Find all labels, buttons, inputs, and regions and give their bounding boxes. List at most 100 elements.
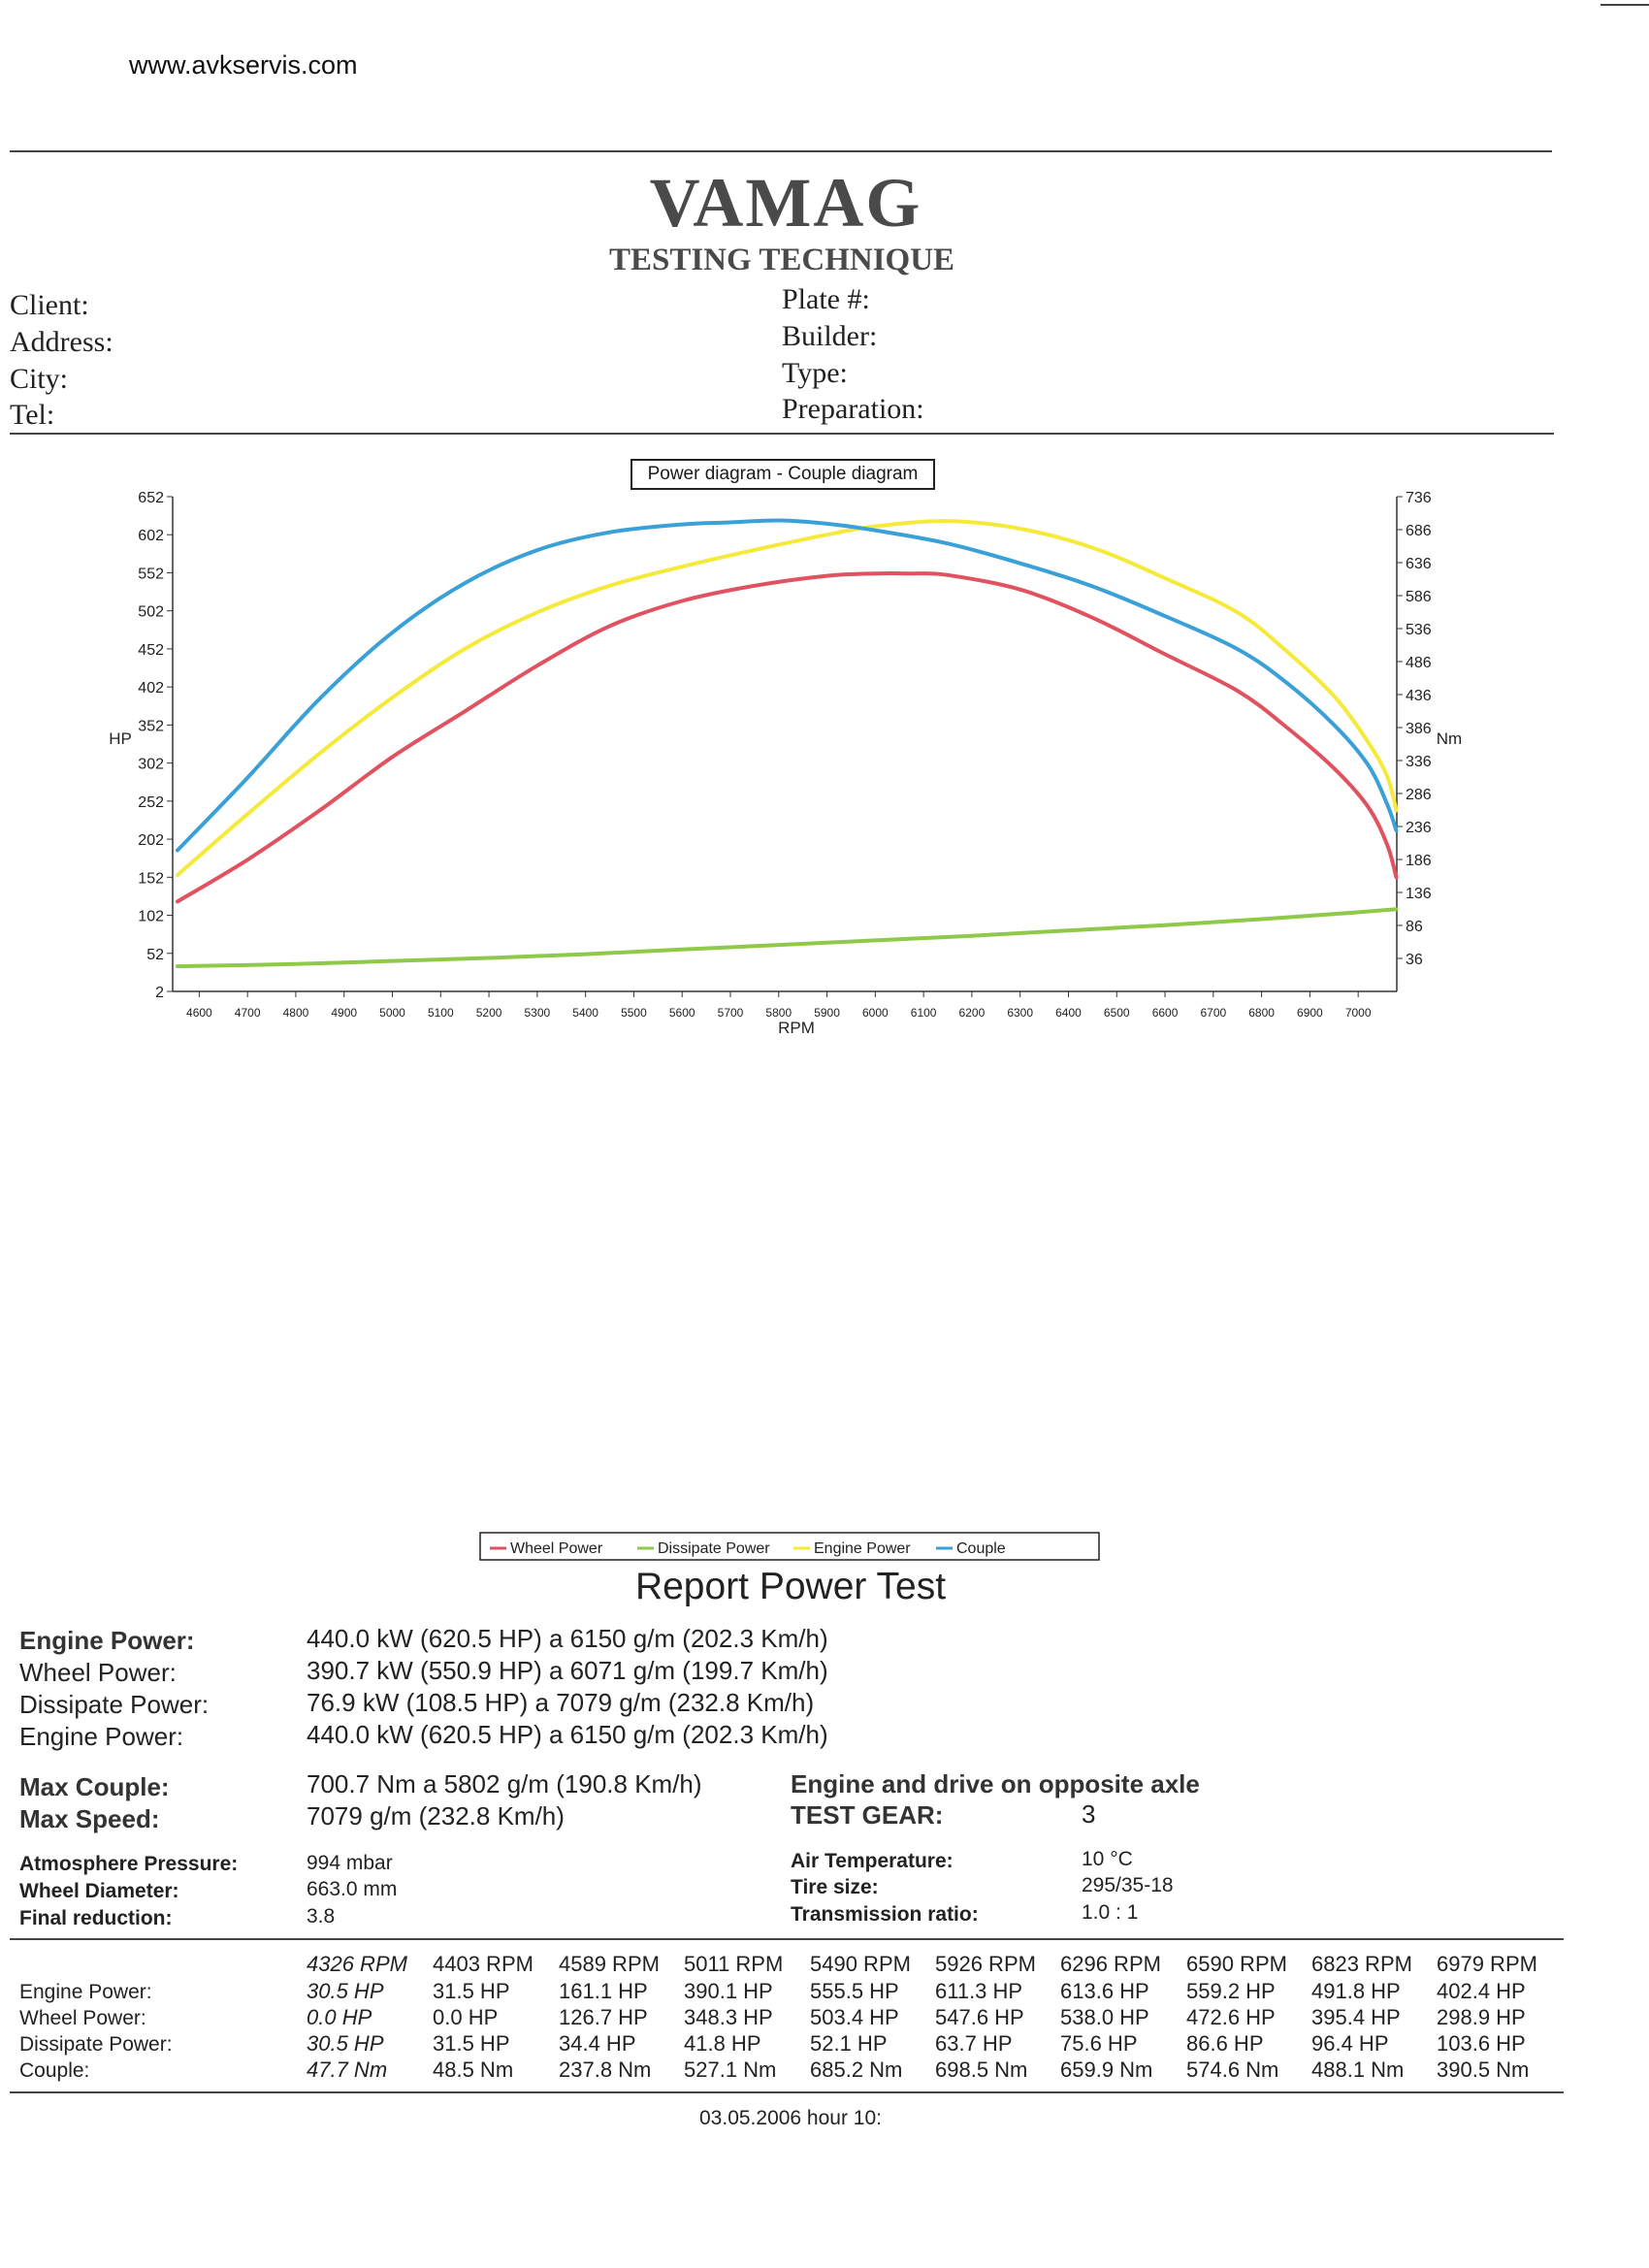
series-line-wheel-power bbox=[176, 571, 1399, 904]
table-cell-engine: 491.8 HP bbox=[1311, 1979, 1401, 2003]
right-tick-label: 86 bbox=[1406, 919, 1423, 935]
summary-value-engine-power-2: 440.0 kW (620.5 HP) a 6150 g/m (202.3 Km… bbox=[307, 1720, 828, 1749]
series-line-dissipate-power bbox=[176, 907, 1399, 969]
right-tick-label: 736 bbox=[1406, 490, 1432, 506]
right-tick-label: 636 bbox=[1406, 556, 1432, 572]
x-tick-label: 5800 bbox=[765, 1006, 792, 1020]
left-tick-label: 502 bbox=[138, 604, 164, 621]
test-gear-value: 3 bbox=[1082, 1799, 1096, 1829]
right-tick-label: 186 bbox=[1406, 853, 1432, 869]
client-divider bbox=[10, 433, 1554, 435]
table-cell-rpm: 6979 RPM bbox=[1437, 1952, 1537, 1976]
x-tick-label: 6700 bbox=[1200, 1006, 1226, 1020]
x-tick-label: 5400 bbox=[572, 1006, 598, 1020]
right-tick-label: 136 bbox=[1406, 886, 1432, 902]
left-tick-label: 452 bbox=[138, 642, 164, 659]
table-cell-couple: 527.1 Nm bbox=[684, 2057, 777, 2082]
table-cell-engine: 30.5 HP bbox=[307, 1979, 384, 2003]
transmission-value: 1.0 : 1 bbox=[1082, 1901, 1139, 1924]
right-tick-label: 486 bbox=[1406, 655, 1432, 671]
table-cell-rpm: 5490 RPM bbox=[810, 1952, 911, 1976]
table-cell-dissipate: 96.4 HP bbox=[1311, 2031, 1389, 2056]
table-cell-dissipate: 52.1 HP bbox=[810, 2031, 888, 2056]
y-axis-label-left: HP bbox=[109, 729, 132, 748]
chart-title: Power diagram - Couple diagram bbox=[630, 459, 935, 490]
row-label-wheel-power: Wheel Power: bbox=[19, 2007, 146, 2029]
table-cell-wheel: 538.0 HP bbox=[1060, 2005, 1149, 2029]
final-reduction-label: Final reduction: bbox=[19, 1907, 173, 1929]
table-cell-wheel: 472.6 HP bbox=[1186, 2005, 1276, 2029]
summary-value-engine-power: 440.0 kW (620.5 HP) a 6150 g/m (202.3 Km… bbox=[307, 1624, 828, 1653]
table-cell-engine: 559.2 HP bbox=[1186, 1979, 1276, 2003]
left-tick-label: 152 bbox=[138, 870, 164, 887]
legend-box bbox=[479, 1532, 1100, 1561]
summary-value-wheel-power: 390.7 kW (550.9 HP) a 6071 g/m (199.7 Km… bbox=[307, 1656, 828, 1685]
atmosphere-label: Atmosphere Pressure: bbox=[19, 1853, 239, 1875]
preparation-label: Preparation: bbox=[782, 393, 924, 425]
table-cell-wheel: 0.0 HP bbox=[433, 2005, 499, 2029]
left-tick-label: 352 bbox=[138, 718, 164, 734]
left-tick-label: 102 bbox=[138, 909, 164, 925]
table-cell-wheel: 547.6 HP bbox=[935, 2005, 1024, 2029]
left-tick-label: 252 bbox=[138, 794, 164, 811]
summary-label-dissipate-power: Dissipate Power: bbox=[19, 1690, 210, 1719]
report-title: Report Power Test bbox=[634, 1566, 947, 1607]
series-line-engine-power bbox=[176, 519, 1399, 877]
x-tick-label: 5700 bbox=[718, 1006, 744, 1020]
right-tick-label: 386 bbox=[1406, 721, 1432, 737]
address-label: Address: bbox=[10, 326, 113, 358]
table-cell-rpm: 4589 RPM bbox=[559, 1952, 660, 1976]
air-temp-label: Air Temperature: bbox=[791, 1850, 954, 1872]
legend-label: Wheel Power bbox=[510, 1540, 603, 1557]
table-cell-couple: 574.6 Nm bbox=[1186, 2057, 1279, 2082]
city-label: City: bbox=[10, 363, 69, 395]
table-cell-couple: 390.5 Nm bbox=[1437, 2057, 1530, 2082]
row-label-engine-power: Engine Power: bbox=[19, 1981, 152, 2003]
test-gear-label: TEST GEAR: bbox=[791, 1800, 944, 1830]
right-tick-label: 36 bbox=[1406, 952, 1423, 968]
legend-label: Dissipate Power bbox=[658, 1540, 770, 1557]
table-cell-rpm: 5926 RPM bbox=[935, 1952, 1036, 1976]
footer-date: 03.05.2006 hour 10: bbox=[699, 2107, 882, 2129]
chart-legend: Wheel Power Dissipate Power Engine Power Co… bbox=[479, 1532, 1100, 1561]
table-cell-dissipate: 31.5 HP bbox=[433, 2031, 510, 2056]
tire-size-value: 295/35-18 bbox=[1082, 1874, 1174, 1896]
left-tick-label: 652 bbox=[138, 490, 164, 506]
table-cell-rpm: 4326 RPM bbox=[307, 1952, 407, 1976]
summary-label-wheel-power: Wheel Power: bbox=[19, 1658, 177, 1687]
table-cell-couple: 48.5 Nm bbox=[433, 2057, 514, 2082]
table-cell-dissipate: 103.6 HP bbox=[1437, 2031, 1526, 2056]
tire-size-label: Tire size: bbox=[791, 1876, 879, 1898]
x-tick-label: 4900 bbox=[331, 1006, 357, 1020]
table-cell-engine: 31.5 HP bbox=[433, 1979, 510, 2003]
x-tick-label: 5000 bbox=[379, 1006, 405, 1020]
x-tick-label: 6400 bbox=[1055, 1006, 1082, 1020]
x-tick-label: 6900 bbox=[1297, 1006, 1323, 1020]
client-label: Client: bbox=[10, 289, 89, 321]
x-tick-label: 5600 bbox=[669, 1006, 695, 1020]
table-cell-engine: 402.4 HP bbox=[1437, 1979, 1526, 2003]
x-tick-label: 6800 bbox=[1248, 1006, 1275, 1020]
chart-axes: 2521021522022523023524024525025526026523… bbox=[109, 490, 1462, 1037]
y-axis-label-right: Nm bbox=[1437, 729, 1462, 748]
table-cell-wheel: 0.0 HP bbox=[307, 2005, 372, 2029]
left-tick-label: 302 bbox=[138, 757, 164, 773]
atmosphere-value: 994 mbar bbox=[307, 1852, 393, 1874]
series-line-couple bbox=[176, 518, 1399, 853]
x-tick-label: 4600 bbox=[186, 1006, 212, 1020]
right-tick-label: 586 bbox=[1406, 589, 1432, 605]
table-cell-rpm: 5011 RPM bbox=[684, 1952, 784, 1976]
table-top-divider bbox=[10, 1938, 1564, 1940]
x-tick-label: 6000 bbox=[862, 1006, 889, 1020]
summary-label-engine-power: Engine Power: bbox=[19, 1626, 195, 1655]
header-divider bbox=[10, 150, 1552, 152]
left-tick-label: 402 bbox=[138, 680, 164, 697]
brand-logo: VAMAG bbox=[649, 164, 922, 242]
brand-subtitle: TESTING TECHNIQUE bbox=[608, 243, 955, 277]
table-cell-dissipate: 41.8 HP bbox=[684, 2031, 761, 2056]
x-tick-label: 5100 bbox=[428, 1006, 454, 1020]
max-couple-label: Max Couple: bbox=[19, 1772, 170, 1801]
table-cell-couple: 47.7 Nm bbox=[307, 2057, 388, 2082]
right-tick-label: 336 bbox=[1406, 754, 1432, 770]
right-tick-label: 686 bbox=[1406, 523, 1432, 539]
